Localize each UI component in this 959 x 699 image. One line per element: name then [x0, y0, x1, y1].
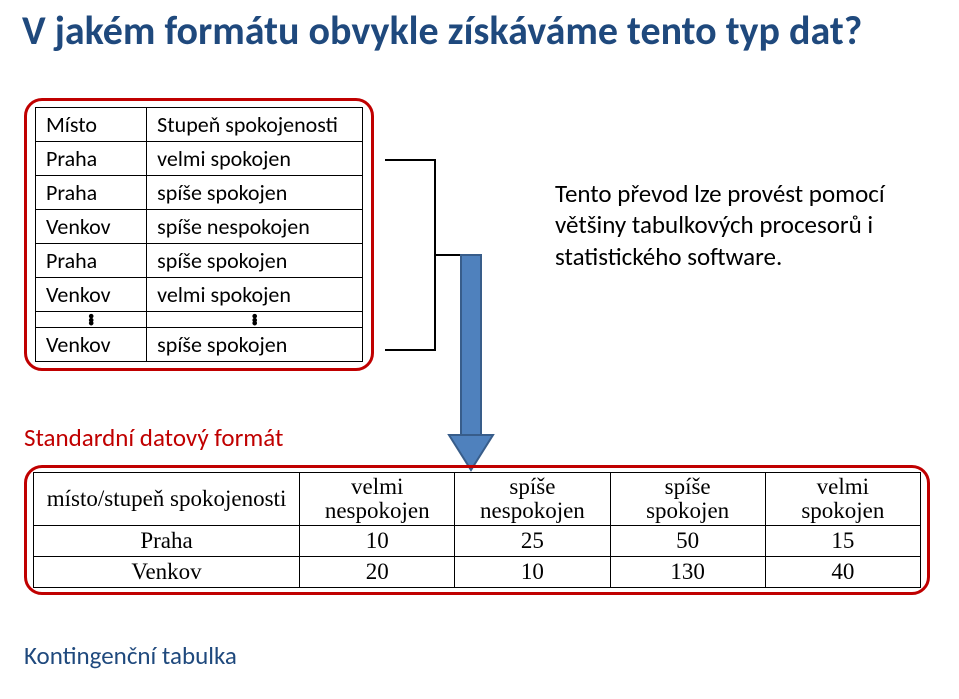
table-header-cell: Stupeň spokojenosti: [147, 108, 363, 142]
table-cell: Venkov: [36, 278, 147, 312]
table-cell: spíše spokojen: [147, 244, 363, 278]
table-cell: 50: [610, 526, 765, 557]
standard-format-label: Standardní datový formát: [24, 422, 283, 453]
table-cell: 15: [765, 526, 920, 557]
col-label-line1: spíše: [665, 474, 711, 499]
vdots-icon: ●●●: [147, 312, 363, 328]
table-row: Místo Stupeň spokojenosti: [36, 108, 363, 142]
table-cell: 10: [455, 557, 610, 588]
table-row: Praha spíše spokojen: [36, 176, 363, 210]
table-row: Venkov velmi spokojen: [36, 278, 363, 312]
table-cell: Praha: [36, 244, 147, 278]
table-cell: 10: [300, 526, 455, 557]
col-label-line2: nespokojen: [325, 498, 430, 523]
table-row: Venkov 20 10 130 40: [34, 557, 921, 588]
table-header-cell: spíše nespokojen: [455, 473, 610, 526]
page-title: V jakém formátu obvykle získáváme tento …: [22, 6, 862, 55]
table-cell: Praha: [36, 176, 147, 210]
table-cell: spíše spokojen: [147, 176, 363, 210]
table-header-cell: místo/stupeň spokojenosti: [34, 473, 300, 526]
table-header-cell: Místo: [36, 108, 147, 142]
col-label-line2: spokojen: [646, 498, 729, 523]
col-label-line2: nespokojen: [480, 498, 585, 523]
table-header-cell: spíše spokojen: [610, 473, 765, 526]
contingency-table: místo/stupeň spokojenosti velmi nespokoj…: [33, 472, 921, 588]
transform-arrow-icon: [375, 150, 535, 480]
table-cell: spíše spokojen: [147, 327, 363, 361]
table-row: Praha 10 25 50 15: [34, 526, 921, 557]
table-cell: Venkov: [36, 327, 147, 361]
table-row: Praha velmi spokojen: [36, 142, 363, 176]
contingency-label: Kontingenční tabulka: [24, 640, 237, 671]
table-row: Venkov spíše nespokojen: [36, 210, 363, 244]
table-cell: Praha: [36, 142, 147, 176]
table-row: Venkov spíše spokojen: [36, 327, 363, 361]
table-cell: Praha: [34, 526, 300, 557]
long-format-table-frame: Místo Stupeň spokojenosti Praha velmi sp…: [24, 98, 374, 371]
table-cell: velmi spokojen: [147, 278, 363, 312]
table-cell: spíše nespokojen: [147, 210, 363, 244]
table-header-cell: velmi nespokojen: [300, 473, 455, 526]
table-cell: 20: [300, 557, 455, 588]
contingency-table-frame: místo/stupeň spokojenosti velmi nespokoj…: [24, 465, 930, 595]
table-row-dots: ●●● ●●●: [36, 312, 363, 328]
table-header-cell: velmi spokojen: [765, 473, 920, 526]
col-label-line1: spíše: [509, 474, 555, 499]
table-cell: velmi spokojen: [147, 142, 363, 176]
col-label-line1: velmi: [351, 474, 403, 499]
table-cell: 25: [455, 526, 610, 557]
explanation-text: Tento převod lze provést pomocí většiny …: [555, 178, 925, 272]
table-row: místo/stupeň spokojenosti velmi nespokoj…: [34, 473, 921, 526]
col-label-line2: spokojen: [801, 498, 884, 523]
vdots-icon: ●●●: [36, 312, 147, 328]
table-cell: Venkov: [36, 210, 147, 244]
table-row: Praha spíše spokojen: [36, 244, 363, 278]
table-cell: 40: [765, 557, 920, 588]
long-format-table: Místo Stupeň spokojenosti Praha velmi sp…: [35, 107, 363, 362]
table-cell: Venkov: [34, 557, 300, 588]
col-label-line1: velmi: [817, 474, 869, 499]
table-cell: 130: [610, 557, 765, 588]
